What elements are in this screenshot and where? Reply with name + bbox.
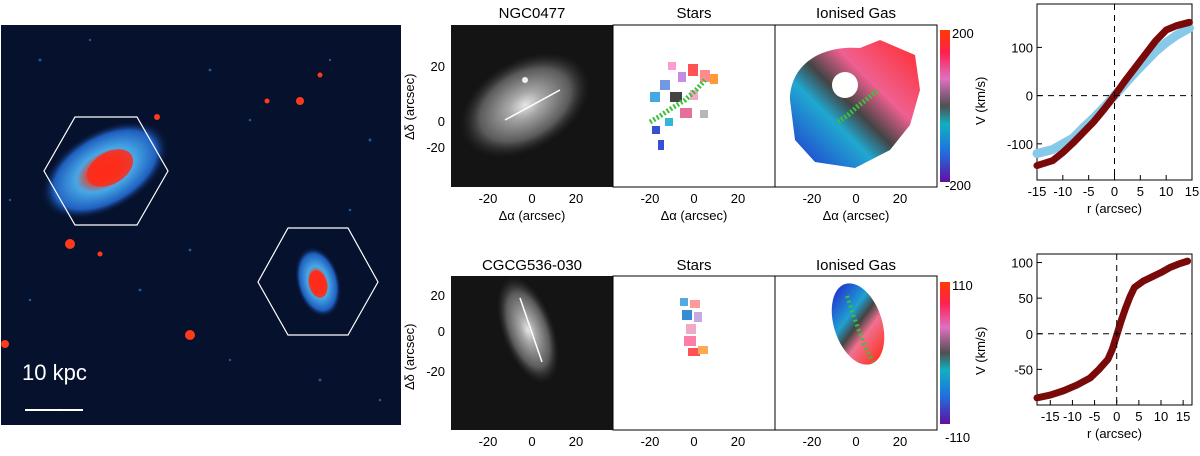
svg-text:-20: -20 xyxy=(641,434,660,449)
x-tick-label: -10 xyxy=(1053,184,1072,199)
x-tick-label: 10 xyxy=(1159,184,1173,199)
galaxy-1-xlabel-image: Δα (arcsec) xyxy=(499,208,566,223)
galaxy-2-ylabel: Δδ (arcsec) xyxy=(402,324,417,390)
x-tick-label: 0 xyxy=(1111,184,1118,199)
svg-text:0: 0 xyxy=(690,434,697,449)
y-tick-label: 0 xyxy=(1026,89,1033,104)
galaxy-1-slit xyxy=(504,89,561,121)
galaxy-2-gas-slit-points xyxy=(845,295,875,363)
galaxy-1-xlabel-stars: Δα (arcsec) xyxy=(661,208,728,223)
scalebar-label: 10 kpc xyxy=(22,360,87,385)
y-tick-label: 100 xyxy=(1011,256,1033,271)
svg-text:0: 0 xyxy=(852,191,859,206)
rotation-curve-chart-1: -15 -10 -5 0 5 10 15 100 0 -100 r (arcsec) xyxy=(1007,3,1199,216)
svg-text:20: 20 xyxy=(893,191,907,206)
x-tick-label: 5 xyxy=(1137,184,1144,199)
y-tick-label: 0 xyxy=(1026,327,1033,342)
galaxy-1-ytick-1: 20 xyxy=(431,59,445,74)
x-tick-label: 15 xyxy=(1176,409,1190,424)
galaxy-2-title: CGCG536-030 xyxy=(482,257,582,274)
galaxy-2-xtick-2: 0 xyxy=(528,434,535,449)
x-tick-label: -10 xyxy=(1063,409,1082,424)
galaxy-2-cbar-min: -110 xyxy=(945,430,970,445)
plot-frame xyxy=(1036,253,1193,406)
svg-text:20: 20 xyxy=(731,191,745,206)
galaxy-1-gas-slit-points xyxy=(836,88,880,125)
overview-image: 10 kpc xyxy=(1,25,401,425)
x-axis-label: r (arcsec) xyxy=(1087,426,1142,441)
galaxy-2-stars-title: Stars xyxy=(676,257,711,274)
galaxy-1-gas-map xyxy=(790,40,920,168)
svg-text:-20: -20 xyxy=(803,434,822,449)
galaxy-2-xtick-1: -20 xyxy=(479,434,498,449)
galaxy-2-gray-image xyxy=(496,276,560,384)
galaxy-2-cbar-max: 110 xyxy=(952,278,973,293)
svg-text:0: 0 xyxy=(690,191,697,206)
y-tick-label: -100 xyxy=(1007,137,1033,152)
galaxy-1-cbar-max: 200 xyxy=(952,26,974,41)
y-tick-label: -50 xyxy=(1014,362,1033,377)
galaxy-1-gas-title: Ionised Gas xyxy=(816,5,896,22)
galaxy-1-stars-title: Stars xyxy=(676,5,711,22)
galaxy-1-stars-slit-points xyxy=(648,78,707,125)
svg-text:-20: -20 xyxy=(641,191,660,206)
x-tick-label: -5 xyxy=(1083,184,1095,199)
galaxy-2-row: 110 -110 V (km/s) CGCG536-030 Stars Ioni… xyxy=(402,257,988,449)
galaxy-1-ytick-2: 0 xyxy=(438,114,445,129)
x-tick-label: 5 xyxy=(1135,409,1142,424)
x-tick-label: -5 xyxy=(1089,409,1101,424)
galaxy-1-xlabel-gas: Δα (arcsec) xyxy=(823,208,890,223)
galaxy-1-xtick-1: -20 xyxy=(479,191,498,206)
x-tick-label: 10 xyxy=(1154,409,1168,424)
galaxy-2-stars-map xyxy=(680,298,708,356)
x-axis-label: r (arcsec) xyxy=(1087,201,1142,216)
x-tick-label: 0 xyxy=(1113,409,1120,424)
hexagon-ngc0477 xyxy=(43,116,169,226)
svg-text:0: 0 xyxy=(852,434,859,449)
galaxy-2-colorbar xyxy=(940,282,950,424)
galaxy-1-xtick-3: 20 xyxy=(569,191,583,206)
hexagon-cgcg536-030 xyxy=(257,227,379,336)
galaxy-1-gray-image xyxy=(460,52,590,158)
galaxy-2-cbar-label: V (km/s) xyxy=(973,327,988,375)
galaxy-1-stars-frame xyxy=(612,24,776,188)
galaxy-1-ylabel: Δδ (arcsec) xyxy=(402,74,417,140)
svg-text:20: 20 xyxy=(893,434,907,449)
y-tick-label: 50 xyxy=(1019,291,1033,306)
x-tick-label: -15 xyxy=(1028,184,1047,199)
galaxy-1-cbar-min: -200 xyxy=(945,178,971,193)
x-tick-label: 15 xyxy=(1185,184,1199,199)
y-tick-label: 100 xyxy=(1011,40,1033,55)
svg-text:-20: -20 xyxy=(803,191,822,206)
galaxy-2-xtick-3: 20 xyxy=(569,434,583,449)
galaxy-2-ytick-1: 20 xyxy=(431,288,445,303)
foreground-stars xyxy=(1,72,323,348)
galaxy-1-colorbar xyxy=(940,30,950,182)
galaxy-2-ytick-3: -20 xyxy=(426,364,445,379)
galaxy-1-row: 200 -200 V (km/s) NGC0477 Stars Ionised … xyxy=(402,5,988,223)
galaxy-1-ytick-3: -20 xyxy=(426,140,445,155)
galaxy-2-gas-title: Ionised Gas xyxy=(816,257,896,274)
x-tick-label: -15 xyxy=(1041,409,1060,424)
galaxy-1-cbar-label: V (km/s) xyxy=(973,77,988,125)
galaxy-2-slit xyxy=(519,297,543,363)
galaxy-1-title: NGC0477 xyxy=(499,5,566,22)
galaxy-2-ytick-2: 0 xyxy=(438,324,445,339)
galaxy-1-xtick-2: 0 xyxy=(528,191,535,206)
series-line-1 xyxy=(1033,257,1192,402)
svg-text:20: 20 xyxy=(731,434,745,449)
galaxy-1-stars-map xyxy=(650,62,718,150)
